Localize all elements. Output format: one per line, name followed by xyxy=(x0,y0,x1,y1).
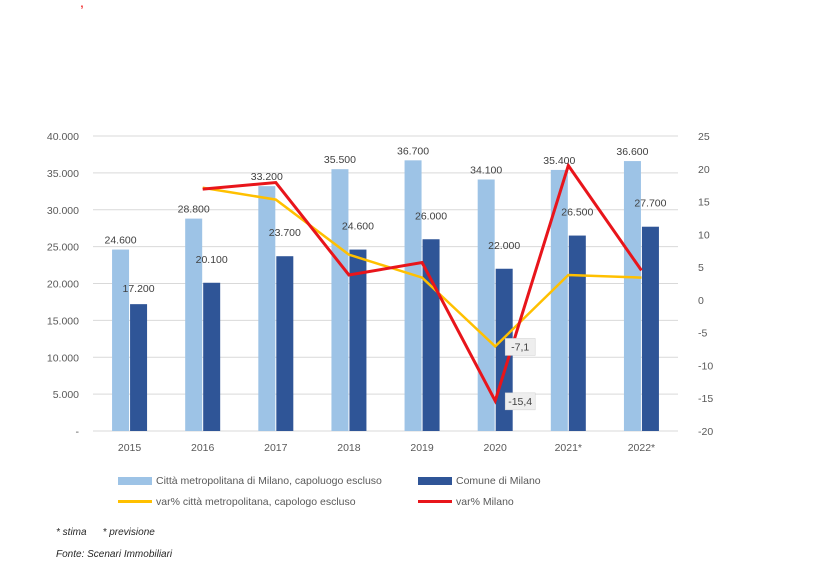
data-label-comune: 17.200 xyxy=(123,283,155,295)
line-var-milano xyxy=(202,162,643,405)
right-tick-label: -5 xyxy=(698,328,707,340)
x-tick-label: 2015 xyxy=(118,442,142,454)
bar-citta xyxy=(185,218,203,431)
left-tick-label: 30.000 xyxy=(47,205,79,217)
footnotes: * stima * previsione Fonte: Scenari Immob… xyxy=(56,522,172,566)
data-label-comune: 27.700 xyxy=(634,198,666,210)
x-tick-label: 2016 xyxy=(191,442,215,454)
bars xyxy=(112,160,659,432)
right-tick-label: -10 xyxy=(698,360,713,372)
x-tick-label: 2017 xyxy=(264,442,288,454)
right-tick-label: -15 xyxy=(698,393,713,405)
bar-comune xyxy=(641,226,659,431)
data-label-citta: 36.600 xyxy=(616,146,648,158)
legend-item-comune: Comune di Milano xyxy=(418,475,618,487)
legend-label-comune: Comune di Milano xyxy=(456,474,541,487)
bar-citta xyxy=(331,169,349,431)
right-tick-label: 5 xyxy=(698,262,704,274)
bar-citta xyxy=(550,169,568,432)
footnote-markers: * stima * previsione xyxy=(56,522,172,544)
left-tick-label: 20.000 xyxy=(47,279,79,291)
bar-citta xyxy=(623,161,641,431)
right-tick-label: 10 xyxy=(698,229,710,241)
left-tick-label: 10.000 xyxy=(47,352,79,364)
left-tick-label: 25.000 xyxy=(47,242,79,254)
legend-item-citta: Città metropolitana di Milano, capoluogo… xyxy=(118,475,418,487)
right-tick-label: 25 xyxy=(698,131,710,143)
bar-citta xyxy=(477,179,495,431)
gridlines xyxy=(93,135,678,432)
right-tick-label: -20 xyxy=(698,426,713,438)
data-label-citta: 35.500 xyxy=(324,154,356,166)
legend: Città metropolitana di Milano, capoluogo… xyxy=(118,470,678,512)
annotation-box xyxy=(504,392,536,411)
bar-comune xyxy=(203,282,221,431)
legend-label-var-citta: var% città metropolitana, capologo esclu… xyxy=(156,495,356,508)
footnote-previsione: * previsione xyxy=(102,527,155,538)
stray-red-mark: , xyxy=(80,0,84,10)
legend-label-citta: Città metropolitana di Milano, capoluogo… xyxy=(156,474,382,487)
bar-citta xyxy=(258,186,276,431)
data-label-citta: 35.400 xyxy=(543,155,575,167)
right-tick-label: 15 xyxy=(698,197,710,209)
left-tick-label: 15.000 xyxy=(47,315,79,327)
left-tick-label: 5.000 xyxy=(53,389,79,401)
data-label-comune: 20.100 xyxy=(196,254,228,266)
data-label-comune: 26.000 xyxy=(415,210,447,222)
annotation-label: -15,4 xyxy=(508,396,532,408)
data-label-citta: 28.800 xyxy=(178,204,210,216)
footnote-source: Fonte: Scenari Immobiliari xyxy=(56,549,173,560)
lines xyxy=(202,162,643,405)
legend-swatch-comune xyxy=(418,476,452,485)
bar-comune xyxy=(568,235,586,431)
legend-swatch-citta xyxy=(118,476,152,485)
data-label-citta: 34.100 xyxy=(470,165,502,177)
bar-comune xyxy=(130,304,148,431)
data-label-comune: 26.500 xyxy=(561,207,593,219)
x-tick-label: 2019 xyxy=(410,442,434,454)
left-tick-label: 40.000 xyxy=(47,131,79,143)
data-label-citta: 36.700 xyxy=(397,145,429,157)
legend-item-var-milano: var% Milano xyxy=(418,496,618,508)
left-tick-label: 35.000 xyxy=(47,168,79,180)
right-tick-label: 20 xyxy=(698,164,710,176)
footnote-stima: * stima xyxy=(56,527,87,538)
legend-item-var-citta: var% città metropolitana, capologo esclu… xyxy=(118,496,418,508)
data-label-citta: 24.600 xyxy=(105,235,137,247)
legend-line-var-milano xyxy=(418,500,452,503)
x-tick-label: 2022* xyxy=(628,442,655,454)
annotation-box xyxy=(504,338,536,356)
annotation-label: -7,1 xyxy=(511,341,529,353)
bar-citta xyxy=(112,249,130,431)
data-label-comune: 23.700 xyxy=(269,227,301,239)
bar-comune xyxy=(276,256,294,431)
data-label-comune: 22.000 xyxy=(488,240,520,252)
bar-comune xyxy=(349,249,367,431)
x-tick-label: 2020 xyxy=(484,442,508,454)
left-tick-label: - xyxy=(76,426,80,438)
x-tick-label: 2018 xyxy=(337,442,361,454)
legend-label-var-milano: var% Milano xyxy=(456,495,514,508)
bar-citta xyxy=(404,160,422,431)
data-label-comune: 24.600 xyxy=(342,221,374,233)
x-tick-label: 2021* xyxy=(555,442,582,454)
axes: - 5.000 10.000 15.000 20.000 25.000 30.000 35.0… xyxy=(47,131,713,454)
right-tick-label: 0 xyxy=(698,295,704,307)
data-labels: 24.600 17.200 28.800 20.100 33.200 23.700 35.5… xyxy=(105,145,667,411)
data-label-citta: 33.200 xyxy=(251,171,283,183)
line-var-citta xyxy=(202,186,642,349)
legend-line-var-citta xyxy=(118,500,152,503)
